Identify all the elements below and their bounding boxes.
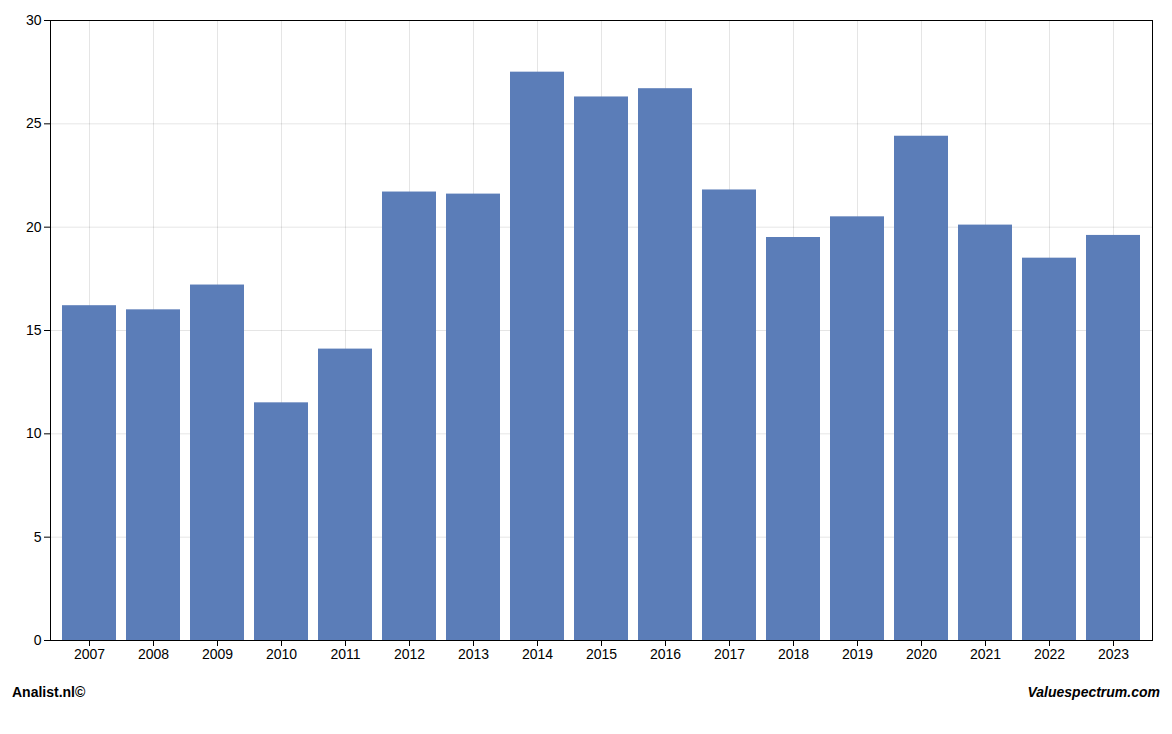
svg-text:25: 25 [26, 115, 42, 131]
html-text:Analist.nl©: Analist.nl© [12, 684, 86, 700]
svg-text:2018: 2018 [778, 646, 809, 662]
svg-text:2019: 2019 [842, 646, 873, 662]
svg-text:2023: 2023 [1098, 646, 1129, 662]
svg-text:2007: 2007 [74, 646, 105, 662]
svg-text:2017: 2017 [714, 646, 745, 662]
svg-text:2016: 2016 [650, 646, 681, 662]
svg-text:2014: 2014 [522, 646, 553, 662]
svg-text:2008: 2008 [138, 646, 169, 662]
svg-text:2013: 2013 [458, 646, 489, 662]
svg-text:15: 15 [26, 322, 42, 338]
svg-text:2020: 2020 [906, 646, 937, 662]
svg-text:5: 5 [34, 529, 42, 545]
svg-text:2015: 2015 [586, 646, 617, 662]
svg-text:2021: 2021 [970, 646, 1001, 662]
svg-text:30: 30 [26, 12, 42, 28]
svg-text:2011: 2011 [330, 646, 360, 662]
svg-text:0: 0 [34, 632, 42, 648]
svg-text:2012: 2012 [394, 646, 425, 662]
svg-text:2022: 2022 [1034, 646, 1065, 662]
svg-text:10: 10 [26, 425, 42, 441]
svg-text:2010: 2010 [266, 646, 297, 662]
svg-text:20: 20 [26, 219, 42, 235]
html-text:Valuespectrum.com: Valuespectrum.com [1027, 684, 1160, 700]
svg-text:2009: 2009 [202, 646, 233, 662]
